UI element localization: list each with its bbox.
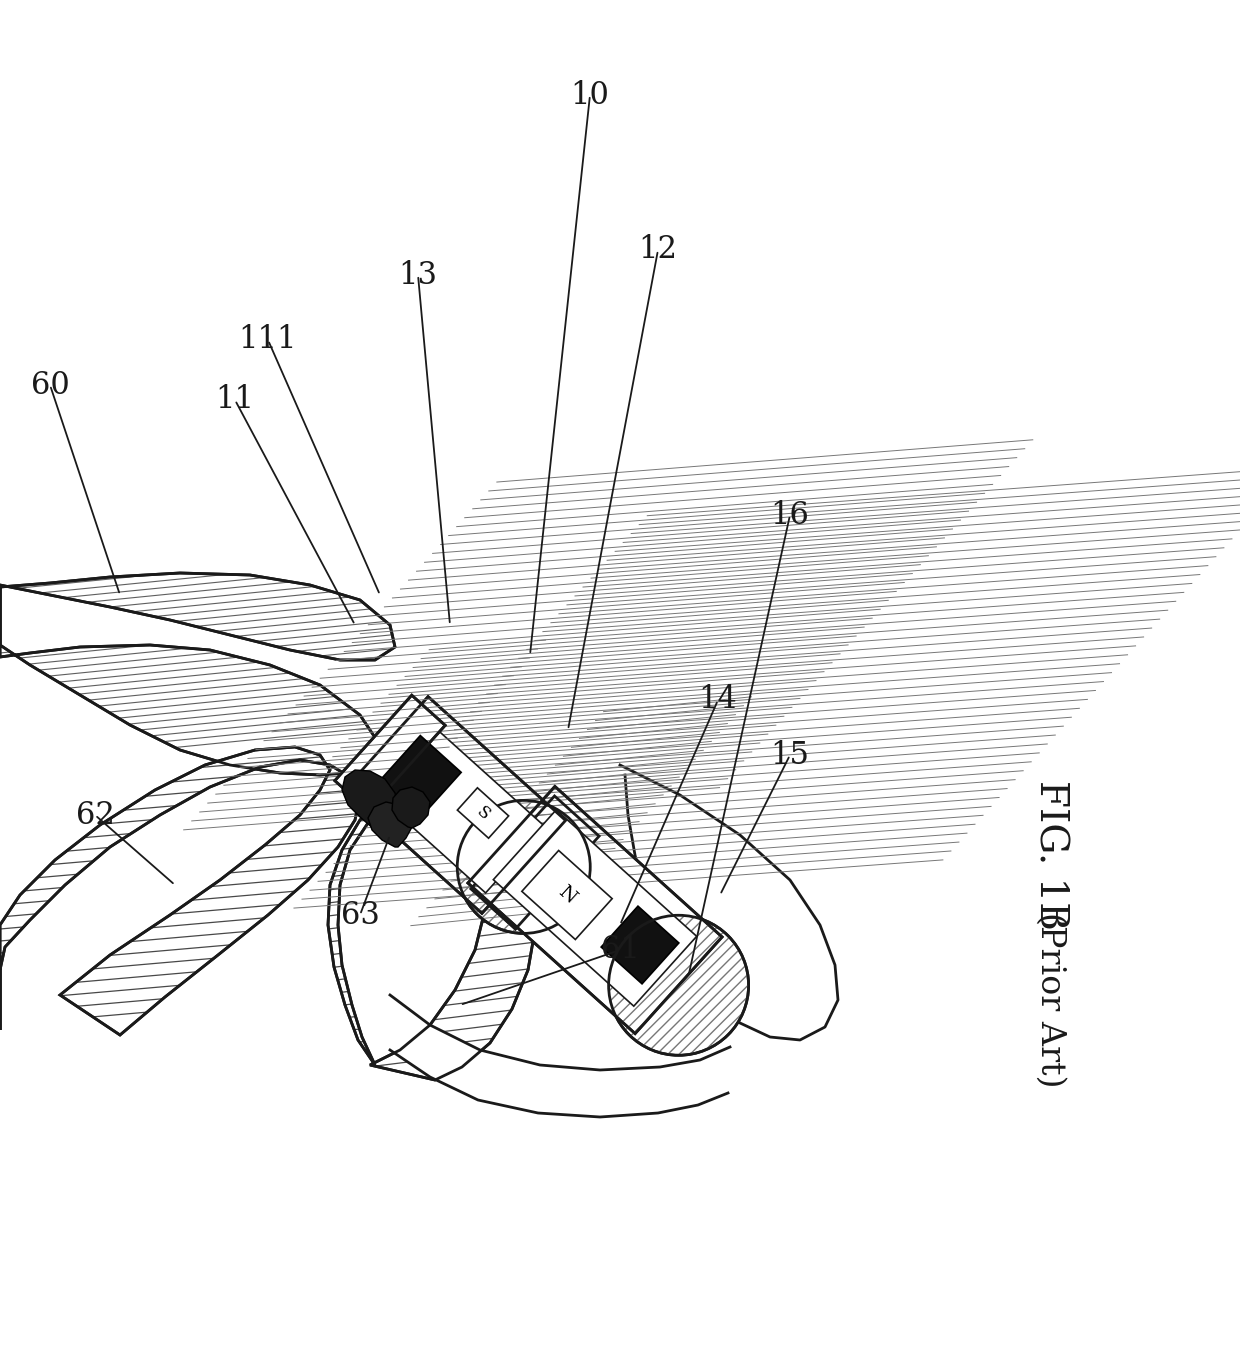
Ellipse shape xyxy=(609,916,749,1056)
Text: 111: 111 xyxy=(239,324,298,355)
Text: 61: 61 xyxy=(600,935,640,966)
Polygon shape xyxy=(494,810,697,1006)
Ellipse shape xyxy=(458,800,590,933)
Text: (Prior Art): (Prior Art) xyxy=(1034,912,1066,1088)
Polygon shape xyxy=(379,736,461,819)
Text: 11: 11 xyxy=(216,385,254,416)
Text: 62: 62 xyxy=(76,799,114,830)
Polygon shape xyxy=(329,777,534,1080)
Text: 13: 13 xyxy=(398,260,438,291)
Polygon shape xyxy=(345,697,565,913)
Text: 15: 15 xyxy=(770,740,810,771)
Text: FIG. 1B: FIG. 1B xyxy=(1032,780,1069,929)
Polygon shape xyxy=(370,728,511,862)
Text: S: S xyxy=(474,803,494,823)
Text: 60: 60 xyxy=(31,370,69,401)
Polygon shape xyxy=(522,850,613,940)
Polygon shape xyxy=(471,796,599,929)
Polygon shape xyxy=(391,995,730,1116)
Text: 10: 10 xyxy=(570,79,609,110)
Polygon shape xyxy=(0,746,360,1036)
Text: 12: 12 xyxy=(639,234,677,265)
Polygon shape xyxy=(601,907,678,983)
Polygon shape xyxy=(0,573,396,775)
Polygon shape xyxy=(374,728,546,893)
Text: 14: 14 xyxy=(698,685,738,716)
Polygon shape xyxy=(467,787,722,1033)
Polygon shape xyxy=(392,787,430,829)
Text: 63: 63 xyxy=(341,900,379,931)
Polygon shape xyxy=(458,788,508,838)
Polygon shape xyxy=(335,695,445,811)
Polygon shape xyxy=(368,802,412,847)
Polygon shape xyxy=(342,769,398,830)
Text: 16: 16 xyxy=(770,499,810,530)
Text: N: N xyxy=(554,882,579,908)
